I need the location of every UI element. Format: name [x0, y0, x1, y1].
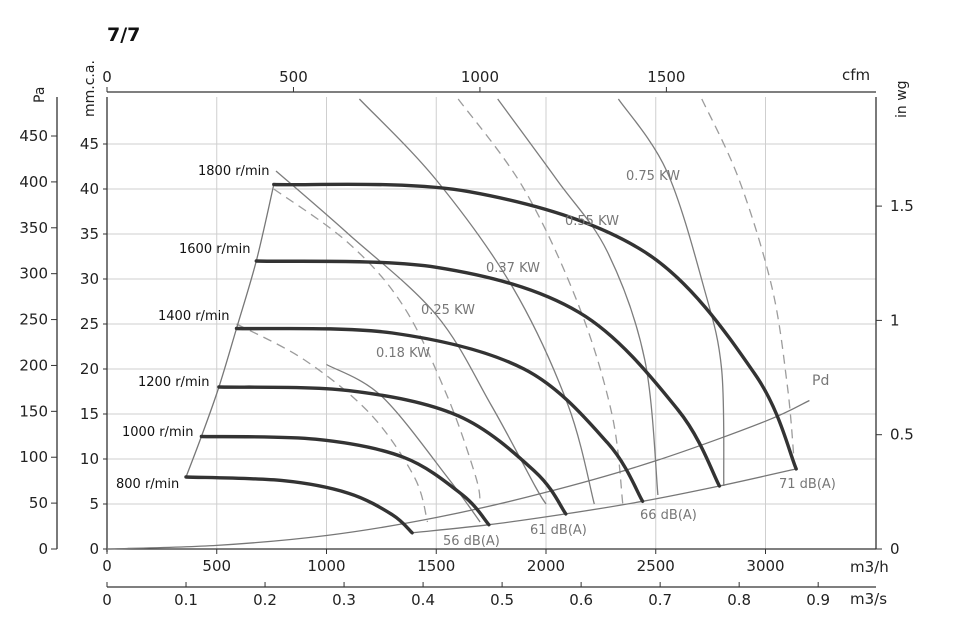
- x-tick-label-cfm: 0: [102, 68, 112, 86]
- noise-label: 66 dB(A): [640, 508, 697, 523]
- speed-label: 1600 r/min: [179, 242, 250, 257]
- power-curve: [358, 98, 595, 505]
- x-axis-label-m3s: m3/s: [850, 590, 887, 608]
- x-tick-label-m3h: 1500: [417, 557, 455, 575]
- y-tick-label-pa: 50: [29, 494, 48, 512]
- x-tick-label-cfm: 500: [279, 68, 308, 86]
- speed-label: 1400 r/min: [158, 309, 229, 324]
- y-tick-label-mm: 0: [89, 540, 99, 558]
- power-label: 0.55 KW: [565, 214, 619, 229]
- y-tick-label-mm: 30: [80, 270, 99, 288]
- y-tick-label-mm: 10: [80, 450, 99, 468]
- y-tick-label-pa: 350: [19, 219, 48, 237]
- speed-curves: [184, 182, 798, 535]
- power-curve: [236, 323, 429, 523]
- noise-label: 61 dB(A): [530, 523, 587, 538]
- x-tick-label-m3s: 0.4: [411, 591, 435, 609]
- x-tick-label-m3s: 0.9: [806, 591, 830, 609]
- y-axis-label-inwg: in wg: [894, 80, 910, 118]
- x-axis-label-cfm: cfm: [842, 66, 870, 84]
- y-tick-label-pa: 200: [19, 356, 48, 374]
- y-tick-label-mm: 25: [80, 315, 99, 333]
- limit-curve: [185, 184, 275, 478]
- x-tick-label-m3s: 0.3: [332, 591, 356, 609]
- speed-curve: [199, 434, 491, 527]
- pd-label: Pd: [812, 373, 829, 389]
- y-axis-label-pa: Pa: [32, 87, 48, 103]
- power-label: 0.37 KW: [486, 261, 540, 276]
- noise-label: 71 dB(A): [779, 477, 836, 492]
- y-tick-label-pa: 0: [38, 540, 48, 558]
- power-label: 0.18 KW: [376, 346, 430, 361]
- x-axis-label-m3h: m3/h: [850, 558, 889, 576]
- y-tick-label-pa: 150: [19, 402, 48, 420]
- power-label: 0.25 KW: [421, 303, 475, 318]
- x-tick-label-m3h: 500: [202, 557, 231, 575]
- power-curve: [497, 98, 659, 496]
- power-label: 0.75 KW: [626, 169, 680, 184]
- x-tick-label-m3h: 3000: [746, 557, 784, 575]
- x-tick-label-m3s: 0.8: [727, 591, 751, 609]
- x-tick-label-cfm: 1500: [647, 68, 685, 86]
- y-tick-label-inwg: 0.5: [890, 426, 914, 444]
- x-tick-label-m3h: 1000: [307, 557, 345, 575]
- x-tick-label-m3s: 0.5: [490, 591, 514, 609]
- y-tick-label-mm: 5: [89, 495, 99, 513]
- y-tick-label-mm: 20: [80, 360, 99, 378]
- grid: [107, 97, 876, 549]
- x-tick-label-m3h: 2000: [527, 557, 565, 575]
- y-tick-label-inwg: 1: [890, 311, 900, 329]
- x-tick-label-m3s: 0.2: [253, 591, 277, 609]
- speed-curve: [217, 385, 568, 516]
- noise-curve: [412, 468, 797, 534]
- x-tick-label-m3h: 2500: [637, 557, 675, 575]
- speed-curve: [234, 326, 645, 503]
- speed-label: 1200 r/min: [138, 375, 209, 390]
- x-tick-label-cfm: 1000: [461, 68, 499, 86]
- speed-curve: [272, 182, 798, 471]
- y-tick-label-inwg: 1.5: [890, 197, 914, 215]
- power-curve: [326, 363, 481, 523]
- noise-label: 56 dB(A): [443, 534, 500, 549]
- power-curve: [617, 98, 725, 487]
- x-tick-label-m3s: 0.1: [174, 591, 198, 609]
- power-curves: [236, 98, 795, 523]
- y-tick-label-mm: 35: [80, 225, 99, 243]
- y-tick-label-pa: 400: [19, 173, 48, 191]
- y-tick-label-pa: 300: [19, 265, 48, 283]
- speed-label: 800 r/min: [116, 477, 179, 492]
- y-tick-label-pa: 100: [19, 448, 48, 466]
- speed-curve: [184, 475, 414, 535]
- x-tick-label-m3s: 0.6: [569, 591, 593, 609]
- y-tick-label-pa: 250: [19, 311, 48, 329]
- power-curve: [701, 98, 795, 460]
- y-tick-label-mm: 40: [80, 180, 99, 198]
- speed-label: 1000 r/min: [122, 425, 193, 440]
- x-tick-label-m3s: 0: [102, 591, 112, 609]
- y-tick-label-mm: 15: [80, 405, 99, 423]
- y-tick-label-inwg: 0: [890, 540, 900, 558]
- speed-curve: [254, 259, 722, 488]
- power-curve: [273, 188, 481, 505]
- page-title: 7/7: [107, 24, 141, 46]
- x-tick-label-m3s: 0.7: [648, 591, 672, 609]
- y-tick-label-pa: 450: [19, 127, 48, 145]
- speed-label: 1800 r/min: [198, 164, 269, 179]
- y-tick-label-mm: 45: [80, 135, 99, 153]
- power-curve: [457, 98, 624, 505]
- y-axis-label-mm: mm.c.a.: [82, 60, 98, 117]
- x-tick-label-m3h: 0: [102, 557, 112, 575]
